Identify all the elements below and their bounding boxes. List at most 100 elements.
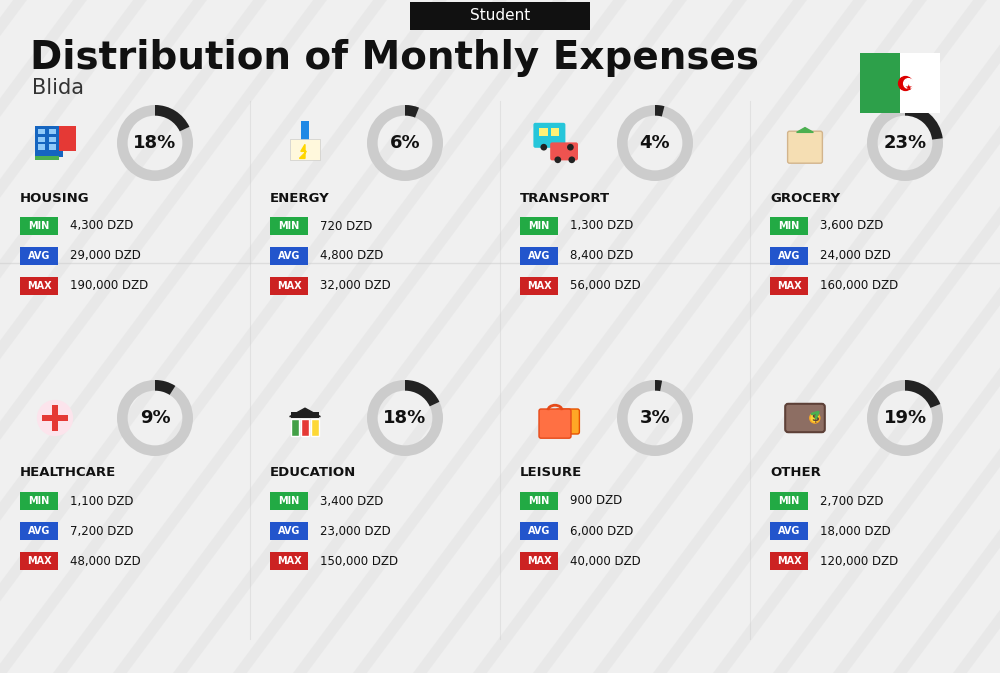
- Text: MIN: MIN: [528, 496, 550, 506]
- Text: 19%: 19%: [883, 409, 927, 427]
- Wedge shape: [655, 380, 662, 391]
- Text: TRANSPORT: TRANSPORT: [520, 192, 610, 205]
- Text: Distribution of Monthly Expenses: Distribution of Monthly Expenses: [30, 39, 759, 77]
- Text: 3,400 DZD: 3,400 DZD: [320, 495, 383, 507]
- FancyBboxPatch shape: [49, 137, 56, 142]
- Text: MIN: MIN: [278, 496, 300, 506]
- FancyBboxPatch shape: [20, 492, 58, 510]
- Text: 6%: 6%: [390, 134, 420, 152]
- Text: AVG: AVG: [278, 526, 300, 536]
- Text: 48,000 DZD: 48,000 DZD: [70, 555, 141, 567]
- Text: 9%: 9%: [140, 409, 170, 427]
- FancyBboxPatch shape: [533, 122, 565, 148]
- Text: MIN: MIN: [28, 496, 50, 506]
- Text: MAX: MAX: [277, 281, 301, 291]
- FancyBboxPatch shape: [20, 277, 58, 295]
- FancyBboxPatch shape: [290, 139, 320, 160]
- Text: 120,000 DZD: 120,000 DZD: [820, 555, 898, 567]
- FancyBboxPatch shape: [20, 217, 58, 235]
- Polygon shape: [797, 128, 813, 133]
- Wedge shape: [117, 105, 193, 181]
- FancyBboxPatch shape: [311, 419, 319, 436]
- Wedge shape: [905, 380, 940, 408]
- Text: AVG: AVG: [28, 251, 50, 261]
- Text: Student: Student: [470, 9, 530, 24]
- Circle shape: [568, 156, 575, 163]
- Text: MAX: MAX: [777, 556, 801, 566]
- Text: HEALTHCARE: HEALTHCARE: [20, 466, 116, 479]
- Text: AVG: AVG: [528, 251, 550, 261]
- Text: 3,600 DZD: 3,600 DZD: [820, 219, 883, 232]
- FancyBboxPatch shape: [20, 247, 58, 265]
- Wedge shape: [655, 105, 664, 116]
- Text: 23%: 23%: [883, 134, 927, 152]
- FancyBboxPatch shape: [20, 552, 58, 570]
- Text: AVG: AVG: [778, 251, 800, 261]
- Text: EDUCATION: EDUCATION: [270, 466, 356, 479]
- Text: Blida: Blida: [32, 78, 84, 98]
- Text: 720 DZD: 720 DZD: [320, 219, 372, 232]
- FancyBboxPatch shape: [38, 129, 45, 135]
- FancyBboxPatch shape: [860, 53, 900, 113]
- FancyBboxPatch shape: [52, 405, 58, 431]
- Text: AVG: AVG: [278, 251, 300, 261]
- FancyBboxPatch shape: [770, 492, 808, 510]
- FancyBboxPatch shape: [770, 217, 808, 235]
- Text: 4%: 4%: [640, 134, 670, 152]
- FancyBboxPatch shape: [551, 128, 559, 136]
- FancyBboxPatch shape: [38, 137, 45, 142]
- Text: 4,800 DZD: 4,800 DZD: [320, 250, 383, 262]
- Text: MIN: MIN: [278, 221, 300, 231]
- Text: MIN: MIN: [28, 221, 50, 231]
- Text: ENERGY: ENERGY: [270, 192, 330, 205]
- FancyBboxPatch shape: [291, 419, 299, 436]
- Circle shape: [554, 156, 561, 163]
- Wedge shape: [155, 380, 175, 395]
- FancyBboxPatch shape: [42, 415, 68, 421]
- FancyBboxPatch shape: [270, 492, 308, 510]
- Text: MIN: MIN: [528, 221, 550, 231]
- Circle shape: [37, 400, 73, 436]
- Text: AVG: AVG: [528, 526, 550, 536]
- Text: 8,400 DZD: 8,400 DZD: [570, 250, 633, 262]
- Wedge shape: [117, 380, 193, 456]
- Text: AVG: AVG: [28, 526, 50, 536]
- FancyBboxPatch shape: [770, 247, 808, 265]
- Wedge shape: [867, 105, 943, 181]
- Text: 1,300 DZD: 1,300 DZD: [570, 219, 633, 232]
- Text: 18%: 18%: [383, 409, 427, 427]
- FancyBboxPatch shape: [520, 552, 558, 570]
- Text: 32,000 DZD: 32,000 DZD: [320, 279, 391, 293]
- Text: 1,100 DZD: 1,100 DZD: [70, 495, 134, 507]
- Text: 24,000 DZD: 24,000 DZD: [820, 250, 891, 262]
- FancyBboxPatch shape: [520, 247, 558, 265]
- Text: 18%: 18%: [133, 134, 177, 152]
- Text: LEISURE: LEISURE: [520, 466, 582, 479]
- Wedge shape: [367, 380, 443, 456]
- Wedge shape: [405, 105, 419, 118]
- Text: MAX: MAX: [27, 556, 51, 566]
- FancyBboxPatch shape: [270, 552, 308, 570]
- Circle shape: [810, 413, 820, 423]
- Wedge shape: [617, 105, 693, 181]
- FancyBboxPatch shape: [35, 127, 63, 157]
- Text: 7,200 DZD: 7,200 DZD: [70, 524, 134, 538]
- Text: 3%: 3%: [640, 409, 670, 427]
- Text: 160,000 DZD: 160,000 DZD: [820, 279, 898, 293]
- Text: MAX: MAX: [527, 281, 551, 291]
- FancyBboxPatch shape: [301, 120, 309, 140]
- FancyBboxPatch shape: [270, 247, 308, 265]
- Text: $: $: [811, 413, 819, 423]
- FancyBboxPatch shape: [539, 409, 571, 438]
- FancyBboxPatch shape: [410, 2, 590, 30]
- Wedge shape: [617, 380, 693, 456]
- FancyBboxPatch shape: [520, 217, 558, 235]
- FancyBboxPatch shape: [788, 131, 822, 163]
- Wedge shape: [905, 105, 943, 139]
- FancyBboxPatch shape: [49, 129, 56, 135]
- Text: 900 DZD: 900 DZD: [570, 495, 622, 507]
- Text: MAX: MAX: [777, 281, 801, 291]
- Text: HOUSING: HOUSING: [20, 192, 90, 205]
- Text: 150,000 DZD: 150,000 DZD: [320, 555, 398, 567]
- Wedge shape: [155, 105, 189, 131]
